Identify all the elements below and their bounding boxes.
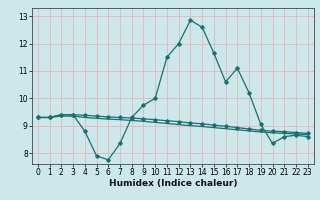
X-axis label: Humidex (Indice chaleur): Humidex (Indice chaleur) [108,179,237,188]
